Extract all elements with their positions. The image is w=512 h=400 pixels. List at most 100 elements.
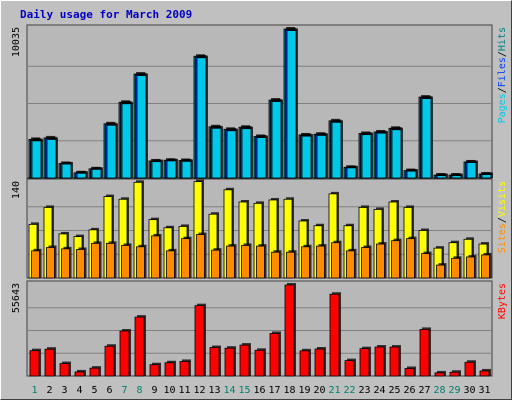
legend-item: /	[497, 51, 508, 57]
bar-sites-day-30	[466, 256, 475, 279]
bar-pages-day-10	[166, 160, 177, 179]
bar-kbytes-day-3	[59, 363, 70, 377]
y-max-label-visits-sites: 140	[11, 181, 22, 199]
bar-kbytes-day-24	[374, 346, 385, 377]
bar-sites-day-14	[226, 245, 235, 279]
bar-pages-day-21	[331, 121, 342, 179]
bar-pages-day-8	[136, 75, 147, 179]
bar-kbytes-day-5	[89, 367, 100, 377]
bar-pages-day-22	[346, 167, 357, 179]
y-max-label-hits-files-pages: 10035	[11, 27, 22, 57]
day-label-17: 17	[268, 385, 280, 396]
bar-kbytes-day-14	[224, 347, 235, 377]
bar-kbytes-day-22	[344, 360, 355, 377]
day-label-10: 10	[163, 385, 175, 396]
day-label-6: 6	[106, 385, 112, 396]
legend-item: /	[497, 87, 508, 93]
bar-sites-day-20	[316, 245, 325, 279]
day-label-21: 21	[328, 385, 340, 396]
bar-sites-day-29	[451, 257, 460, 279]
bar-kbytes-day-18	[284, 284, 295, 377]
day-label-20: 20	[313, 385, 325, 396]
bar-sites-day-1	[31, 250, 40, 279]
bar-pages-day-26	[406, 170, 417, 179]
day-label-4: 4	[76, 385, 82, 396]
day-label-30: 30	[463, 385, 475, 396]
bar-pages-day-3	[61, 163, 72, 179]
bar-sites-day-13	[211, 249, 220, 279]
bar-sites-day-23	[361, 247, 370, 279]
bar-kbytes-day-4	[74, 371, 85, 377]
day-label-15: 15	[238, 385, 250, 396]
day-label-24: 24	[373, 385, 385, 396]
bar-sites-day-15	[241, 245, 250, 279]
day-label-5: 5	[91, 385, 97, 396]
bar-pages-day-19	[301, 135, 312, 179]
bar-sites-day-16	[256, 245, 265, 279]
day-label-25: 25	[388, 385, 400, 396]
bar-kbytes-day-28	[434, 372, 445, 377]
bar-sites-day-27	[421, 253, 430, 279]
day-label-28: 28	[433, 385, 445, 396]
bar-sites-day-31	[481, 254, 490, 279]
bar-kbytes-day-30	[464, 361, 475, 377]
bar-pages-day-28	[436, 175, 447, 179]
bar-kbytes-day-9	[149, 364, 160, 377]
day-label-31: 31	[478, 385, 490, 396]
legend-item: Hits	[497, 27, 508, 51]
day-label-9: 9	[151, 385, 157, 396]
bar-pages-day-23	[361, 134, 372, 179]
day-label-23: 23	[358, 385, 370, 396]
bar-pages-day-7	[121, 103, 132, 179]
bar-sites-day-10	[166, 250, 175, 279]
bar-kbytes-day-20	[314, 348, 325, 377]
bar-pages-day-6	[106, 124, 117, 179]
bar-kbytes-day-10	[164, 362, 175, 377]
bar-sites-day-24	[376, 243, 385, 279]
bar-pages-day-11	[181, 160, 192, 179]
bar-kbytes-day-13	[209, 347, 220, 377]
legend-item: /	[497, 217, 508, 223]
bar-kbytes-day-1	[29, 350, 40, 377]
bar-sites-day-17	[271, 251, 280, 279]
bar-sites-day-21	[331, 242, 340, 279]
bar-sites-day-18	[286, 251, 295, 279]
day-label-19: 19	[298, 385, 310, 396]
bar-kbytes-day-7	[119, 330, 130, 377]
bar-kbytes-day-8	[134, 316, 145, 377]
bar-pages-day-2	[46, 138, 57, 179]
y-max-label-kbytes: 55643	[11, 283, 22, 313]
day-label-2: 2	[46, 385, 52, 396]
legend-item: KBytes	[497, 283, 508, 319]
bar-pages-day-27	[421, 98, 432, 179]
day-label-26: 26	[403, 385, 415, 396]
bar-sites-day-26	[406, 238, 415, 279]
legend-kbytes: KBytes	[497, 283, 508, 319]
day-label-8: 8	[136, 385, 142, 396]
bar-sites-day-5	[91, 242, 100, 279]
bar-kbytes-day-23	[359, 348, 370, 377]
bar-sites-day-19	[301, 246, 310, 279]
bar-kbytes-day-27	[419, 328, 430, 377]
bar-pages-day-13	[211, 127, 222, 179]
chart-title: Daily usage for March 2009	[20, 8, 193, 21]
bar-sites-day-3	[61, 248, 70, 279]
bar-kbytes-day-16	[254, 349, 265, 377]
day-label-13: 13	[208, 385, 220, 396]
day-label-3: 3	[61, 385, 67, 396]
bar-pages-day-18	[286, 30, 297, 179]
day-label-14: 14	[223, 385, 235, 396]
bar-sites-day-2	[46, 247, 55, 279]
bar-pages-day-1	[31, 140, 42, 179]
legend-item: Pages	[497, 93, 508, 123]
bar-sites-day-6	[106, 242, 115, 279]
legend-hits-files-pages: Pages/Files/Hits	[497, 27, 508, 123]
bar-sites-day-8	[136, 246, 145, 279]
day-label-18: 18	[283, 385, 295, 396]
bar-pages-day-9	[151, 161, 162, 179]
bar-sites-day-12	[196, 234, 205, 279]
day-label-27: 27	[418, 385, 430, 396]
day-label-29: 29	[448, 385, 460, 396]
day-label-16: 16	[253, 385, 265, 396]
